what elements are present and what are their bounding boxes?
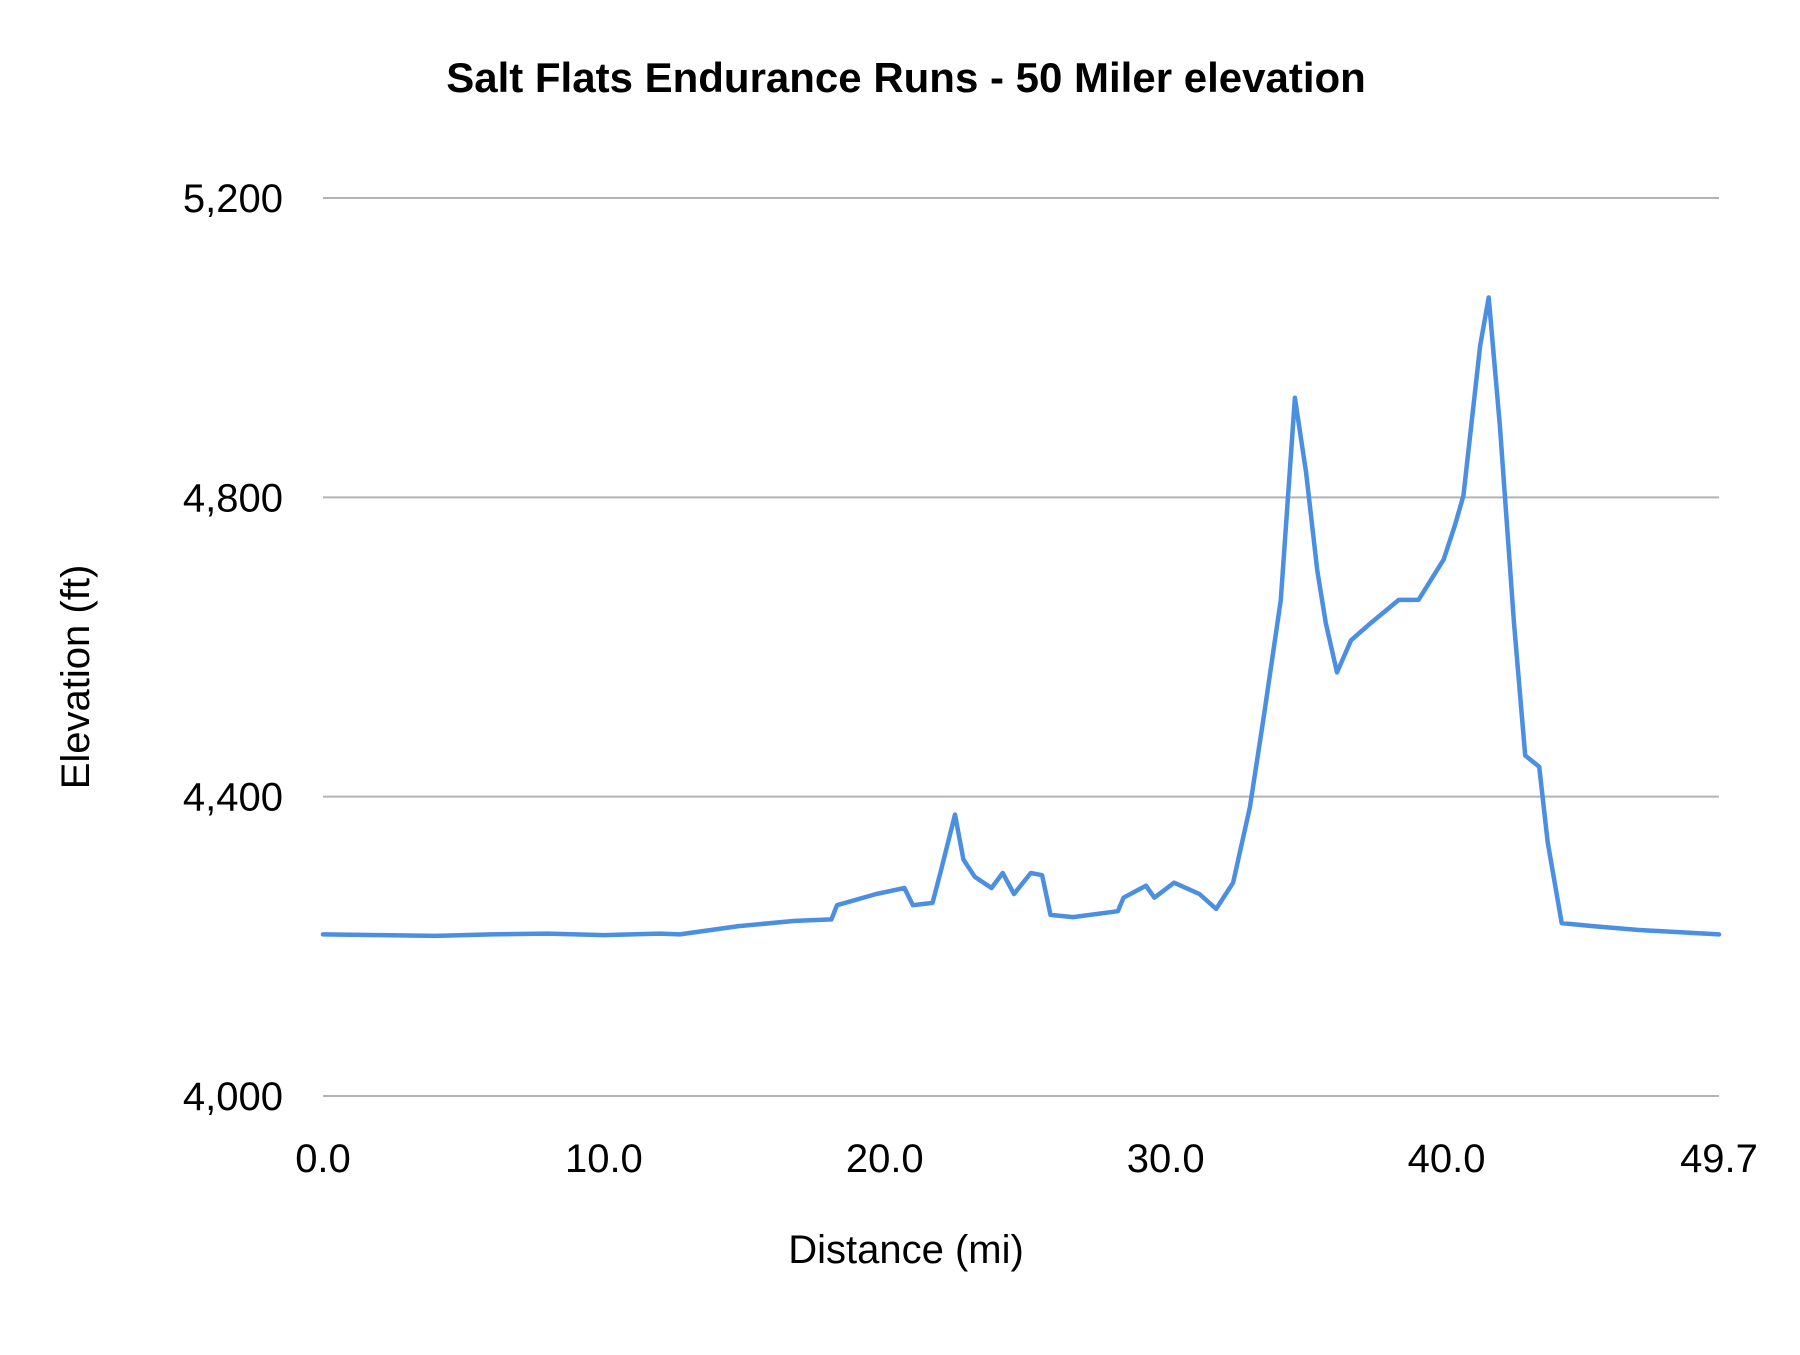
series-layer	[320, 295, 1722, 939]
x-tick-label: 30.0	[1127, 1137, 1205, 1181]
y-axis-ticks: 4,000 4,400 4,800 5,200	[183, 177, 283, 1119]
x-tick-label: 0.0	[295, 1137, 351, 1181]
gridlines	[323, 197, 1719, 1097]
chart-title: Salt Flats Endurance Runs - 50 Miler ele…	[446, 54, 1366, 101]
x-tick-label: 40.0	[1408, 1137, 1486, 1181]
elevation-line	[320, 295, 1722, 939]
x-tick-label: 20.0	[846, 1137, 924, 1181]
x-tick-label: 10.0	[565, 1137, 643, 1181]
x-tick-label: 49.7	[1680, 1137, 1758, 1181]
y-axis-label: Elevation (ft)	[54, 565, 98, 790]
x-axis-label: Distance (mi)	[788, 1228, 1024, 1272]
y-tick-label: 5,200	[183, 177, 283, 221]
y-tick-label: 4,400	[183, 776, 283, 820]
y-tick-label: 4,000	[183, 1075, 283, 1119]
y-tick-label: 4,800	[183, 476, 283, 520]
x-axis-ticks: 0.0 10.0 20.0 30.0 40.0 49.7	[295, 1137, 1758, 1181]
